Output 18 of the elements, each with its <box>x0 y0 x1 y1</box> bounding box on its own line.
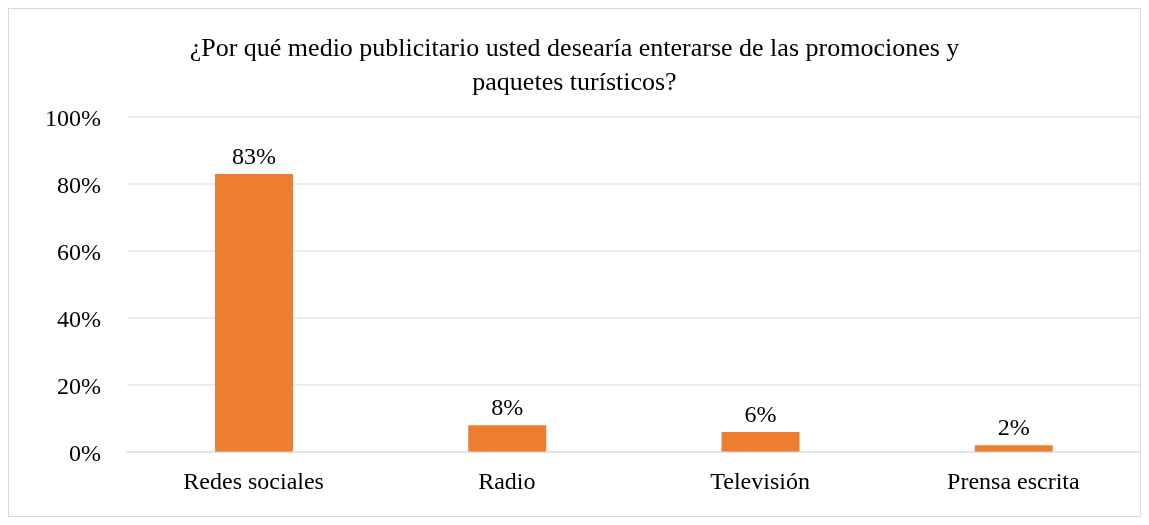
data-label: 2% <box>997 414 1030 441</box>
y-tick-label: 20% <box>57 372 101 399</box>
bar <box>721 431 800 452</box>
x-tick-label: Prensa escrita <box>947 468 1081 495</box>
y-tick-label: 0% <box>69 439 101 466</box>
y-tick-label: 100% <box>45 104 101 131</box>
bar <box>215 173 293 452</box>
data-label: 83% <box>232 142 276 169</box>
y-tick-label: 80% <box>57 171 101 198</box>
y-tick-label: 60% <box>57 238 101 265</box>
x-tick-label: Radio <box>478 468 536 495</box>
y-tick-label: 40% <box>57 305 101 332</box>
bar <box>468 425 547 452</box>
x-tick-label: Redes sociales <box>183 468 324 495</box>
x-tick-label: Televisión <box>710 468 810 495</box>
data-label: 8% <box>491 394 524 421</box>
chart-title: ¿Por qué medio publicitario usted desearía enterarse de las promociones y paquetes turísticos? <box>188 32 961 98</box>
data-label: 6% <box>744 400 777 427</box>
